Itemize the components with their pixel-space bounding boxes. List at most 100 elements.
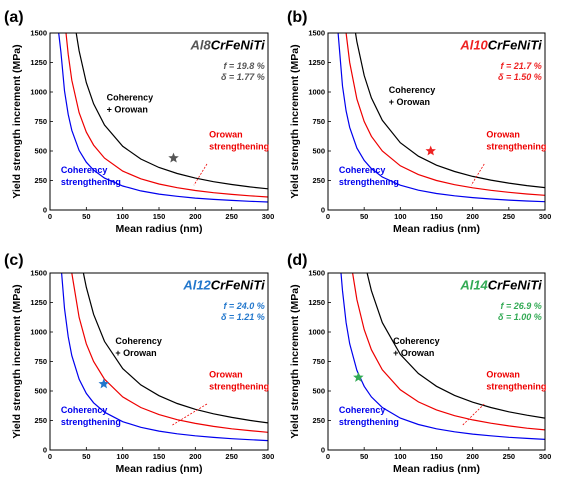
x-tick-label: 0	[48, 452, 52, 461]
alloy-title: Al10CrFeNiTi	[459, 38, 542, 53]
series-label: Coherency	[61, 165, 108, 175]
y-tick-label: 1500	[30, 29, 47, 38]
x-tick-label: 200	[189, 212, 202, 221]
alloy-title-suffix: CrFeNiTi	[488, 278, 542, 293]
x-tick-label: 250	[225, 452, 238, 461]
series-line	[337, 33, 545, 203]
y-tick-label: 250	[34, 176, 47, 185]
panel-letter: (b)	[287, 9, 307, 26]
y-tick-label: 1000	[308, 328, 325, 337]
x-axis-label: Mean radius (nm)	[116, 463, 203, 475]
panel-1: (a) 0 50 100 150 200 250 300 0 250 500 750 1000 1250 1…	[4, 9, 274, 235]
y-tick-label: 750	[312, 117, 325, 126]
x-tick-label: 300	[539, 212, 552, 221]
x-tick-label: 200	[466, 212, 479, 221]
x-tick-label: 100	[116, 452, 129, 461]
x-tick-label: 50	[360, 212, 368, 221]
series-label: strengthening	[339, 177, 399, 187]
series-line	[345, 33, 545, 196]
alloy-title-prefix: Al12	[182, 278, 211, 293]
y-tick-label: 1000	[308, 88, 325, 97]
series-label: Orowan	[209, 369, 243, 379]
series-label: strengthening	[61, 177, 121, 187]
param-text: δ = 1.77 %	[221, 72, 265, 82]
panel-4: (d) 0 50 100 150 200 250 300 0 250 500 750 1000 1250 1…	[287, 252, 551, 475]
series-line	[366, 273, 545, 419]
series-label: strengthening	[339, 417, 399, 427]
series-label: + Orowan	[393, 348, 434, 358]
series-label: + Orowan	[115, 348, 156, 358]
panel-letter: (d)	[287, 252, 307, 269]
series-label: Orowan	[209, 129, 243, 139]
series-line	[58, 33, 268, 203]
y-tick-label: 0	[43, 206, 47, 215]
series-label: + Orowan	[389, 97, 430, 107]
series-label: Coherency	[389, 85, 436, 95]
series-line	[71, 273, 268, 433]
series-label: Coherency	[107, 92, 154, 102]
x-axis-label: Mean radius (nm)	[393, 223, 480, 235]
panel-letter: (a)	[4, 9, 24, 26]
series-line	[65, 33, 268, 198]
y-tick-label: 500	[312, 147, 325, 156]
x-tick-label: 0	[326, 452, 330, 461]
panel-letter: (c)	[4, 252, 24, 269]
star-marker	[168, 152, 179, 163]
series-label: Coherency	[339, 405, 386, 415]
x-tick-label: 300	[262, 452, 275, 461]
x-tick-label: 200	[466, 452, 479, 461]
x-tick-label: 100	[394, 452, 407, 461]
x-tick-label: 100	[116, 212, 129, 221]
y-tick-label: 1500	[308, 29, 325, 38]
y-tick-label: 1250	[308, 58, 325, 67]
y-tick-label: 1500	[30, 269, 47, 278]
series-label: Coherency	[393, 336, 440, 346]
x-tick-label: 300	[539, 452, 552, 461]
leader-line	[462, 403, 485, 426]
param-text: f = 19.8 %	[223, 61, 264, 71]
x-tick-label: 100	[394, 212, 407, 221]
y-tick-label: 750	[34, 357, 47, 366]
panel-3: (c) 0 50 100 150 200 250 300 0 250 500 750 1000 1250 1…	[4, 252, 274, 475]
alloy-title-suffix: CrFeNiTi	[488, 38, 542, 53]
param-text: f = 21.7 %	[500, 61, 541, 71]
alloy-title-prefix: Al8	[190, 38, 212, 53]
y-tick-label: 1250	[308, 298, 325, 307]
x-axis-label: Mean radius (nm)	[393, 463, 480, 475]
x-tick-label: 50	[82, 212, 90, 221]
param-text: δ = 1.21 %	[221, 312, 265, 322]
star-marker	[425, 145, 436, 156]
x-tick-label: 250	[503, 212, 516, 221]
panel-2: (b) 0 50 100 150 200 250 300 0 250 500 750 1000 1250 1…	[287, 9, 551, 235]
series-label: strengthening	[209, 141, 269, 151]
param-text: δ = 1.00 %	[498, 312, 542, 322]
leader-line	[193, 163, 208, 186]
y-tick-label: 750	[312, 357, 325, 366]
y-tick-label: 0	[43, 446, 47, 455]
x-tick-label: 150	[153, 452, 166, 461]
param-text: f = 26.9 %	[500, 301, 541, 311]
y-tick-label: 250	[312, 176, 325, 185]
x-tick-label: 200	[189, 452, 202, 461]
param-text: f = 24.0 %	[223, 301, 264, 311]
series-label: strengthening	[486, 381, 546, 391]
series-label: Orowan	[486, 369, 520, 379]
series-label: Orowan	[486, 129, 520, 139]
y-tick-label: 500	[312, 387, 325, 396]
x-tick-label: 0	[48, 212, 52, 221]
y-tick-label: 0	[321, 446, 325, 455]
alloy-title-suffix: CrFeNiTi	[211, 38, 265, 53]
alloy-title-prefix: Al10	[459, 38, 488, 53]
y-tick-label: 1250	[30, 58, 47, 67]
series-line	[352, 273, 545, 431]
alloy-title-prefix: Al14	[459, 278, 488, 293]
param-text: δ = 1.50 %	[498, 72, 542, 82]
leader-line	[470, 163, 485, 186]
x-tick-label: 300	[262, 212, 275, 221]
x-tick-label: 50	[360, 452, 368, 461]
series-label: strengthening	[209, 381, 269, 391]
x-axis-label: Mean radius (nm)	[116, 223, 203, 235]
y-tick-label: 250	[312, 416, 325, 425]
series-label: Coherency	[61, 405, 108, 415]
